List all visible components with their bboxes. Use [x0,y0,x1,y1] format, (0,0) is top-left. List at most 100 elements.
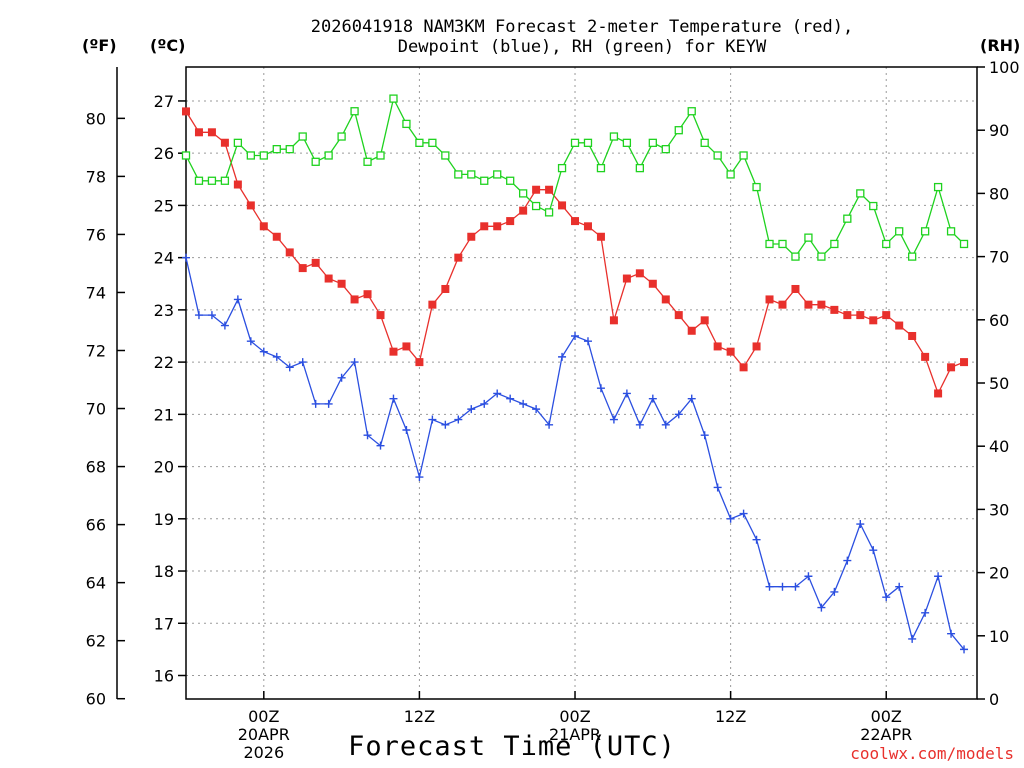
temperature-point [182,107,190,116]
temperature-point [545,185,554,194]
fahrenheit-tick-label: 76 [86,225,106,244]
temperature-point [947,363,956,372]
dewpoint-point [493,389,502,398]
rh-point [959,239,969,249]
temperature-line [185,111,965,396]
celsius-tick-label: 22 [154,353,174,372]
rh-point [506,176,515,185]
rh-tick-label: 80 [989,184,1009,203]
rh-point [454,170,463,179]
fahrenheit-tick-label: 60 [86,690,106,709]
rh-point [778,239,787,249]
rh-tick-label: 0 [989,690,999,709]
rh-tick-label: 40 [989,437,1009,456]
dewpoint-point [960,645,969,654]
celsius-tick-label: 24 [154,249,174,268]
series-rh [181,94,969,261]
dewpoint-point [298,358,307,367]
dewpoint-point [207,311,216,320]
rh-point [933,182,943,192]
temperature-point [467,232,476,241]
tick-labels: 16 17 18 19 20 21 22 23 24 25 26 27 60 62 64 66 68 70 72 74… [86,58,1020,762]
dewpoint-point [882,593,891,602]
rh-point [207,176,217,185]
dewpoint-point [220,321,229,330]
rh-point [726,170,735,179]
temperature-point [363,290,372,299]
temperature-point [207,128,216,137]
temperature-point [622,274,631,283]
dewpoint-point [324,399,333,408]
temperature-point [285,248,294,257]
temperature-point [726,347,735,356]
rh-point [246,151,255,160]
temperature-point [765,295,774,304]
rh-point [622,138,632,147]
dewpoint-point [376,441,385,450]
temperature-point [337,279,346,288]
rh-point [493,170,502,179]
rh-point [389,94,398,103]
temperature-point [194,128,203,137]
temperature-point [493,222,502,231]
dewpoint-point [545,420,554,429]
rh-point [363,157,372,166]
dewpoint-point [596,384,605,393]
temperature-point [519,206,528,215]
rh-point [596,163,606,173]
x-tick-date-label: 21APR [549,725,601,744]
x-tick-year-label: 2026 [243,743,284,762]
rh-point [233,138,243,147]
dewpoint-point [583,337,592,346]
rh-point [661,145,670,154]
dewpoint-point [532,405,541,414]
fahrenheit-tick-label: 78 [86,167,106,186]
dewpoint-point [661,420,670,429]
rh-point [181,151,191,160]
temperature-point [220,138,229,147]
temperature-point [389,347,398,356]
temperature-point [635,269,644,278]
dewpoint-point [752,535,761,544]
dewpoint-point [856,520,865,529]
temperature-point [532,185,541,194]
dewpoint-point [830,587,839,596]
x-tick-label: 00Z [248,707,279,726]
dewpoint-point [428,415,437,424]
rh-point [609,132,619,141]
dewpoint-point [700,431,709,440]
temperature-point [376,311,385,320]
rh-tick-label: 10 [989,627,1009,646]
dewpoint-point [194,311,203,320]
fahrenheit-tick-label: 64 [86,574,106,593]
rh-point [752,182,761,192]
rh-point [428,138,437,147]
rh-point [882,239,891,249]
dewpoint-point [713,483,722,492]
temperature-point [661,295,670,304]
rh-tick-label: 70 [989,248,1009,267]
rh-point [856,189,865,198]
rh-point [804,233,813,242]
dewpoint-point [778,582,787,591]
dewpoint-point [804,572,813,581]
temperature-point [324,274,333,283]
temperature-point [895,321,904,330]
temperature-point [259,222,268,231]
celsius-tick-label: 18 [154,562,174,581]
rh-point [739,151,748,160]
rh-point [830,239,839,249]
rh-point [713,151,722,160]
x-tick-date-label: 22APR [860,725,912,744]
temperature-point [454,253,463,262]
rh-point [194,176,204,185]
dewpoint-point [817,603,826,612]
temperature-point [596,232,605,241]
temperature-point [908,331,917,340]
fahrenheit-tick-label: 80 [86,109,106,128]
dewpoint-point [739,509,748,518]
temperature-point [441,284,450,293]
rh-tick-label: 100 [989,58,1020,77]
fahrenheit-tick-label: 66 [86,516,106,535]
temperature-point [609,316,618,325]
